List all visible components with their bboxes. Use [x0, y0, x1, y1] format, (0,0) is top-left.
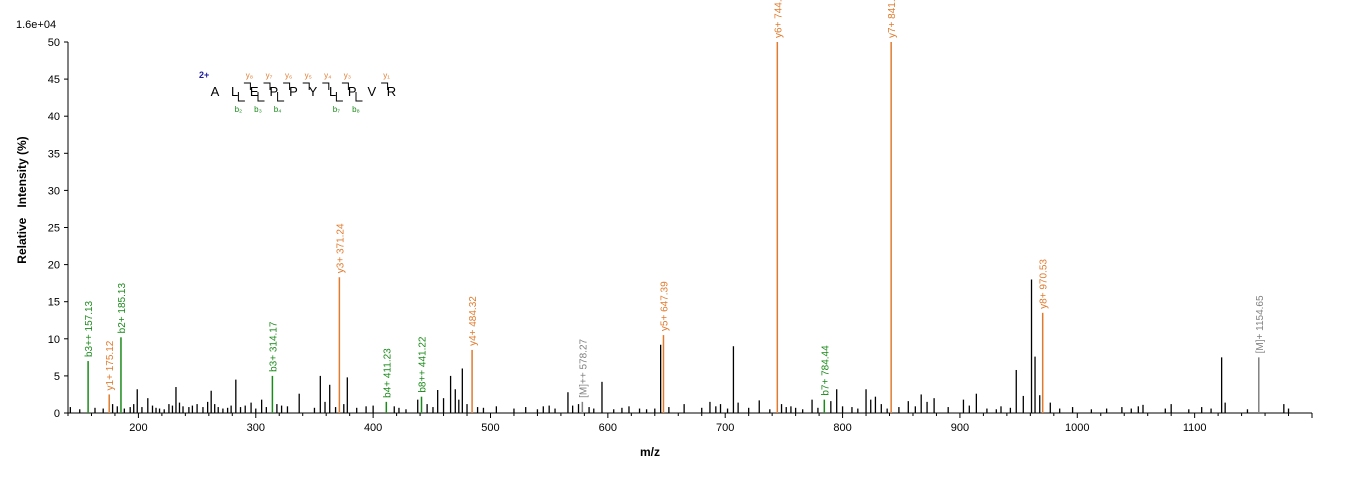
y-fragment-marker — [283, 82, 291, 90]
axes-layer: 0 5 10 15 20 25 30 35 40 45 50 200 300 400 500 600 700 80… — [48, 37, 1313, 434]
y-fragment-marker — [302, 82, 310, 90]
b-ion-label: b3+ 314.17 — [268, 321, 279, 372]
y-fragment-label: y₆ — [285, 71, 292, 80]
y-fragment-marker — [263, 82, 271, 90]
x-tick-label: 600 — [599, 422, 617, 434]
b-ion-label: b7+ 784.44 — [820, 345, 831, 396]
x-tick-label: 1100 — [1183, 422, 1207, 434]
y-tick-label: 0 — [54, 408, 60, 420]
y-fragment-label: y₁ — [383, 71, 390, 80]
y-tick-label: 20 — [48, 260, 60, 272]
y-fragment-marker — [243, 82, 251, 90]
b-ion-label: b8++ 441.22 — [418, 336, 429, 393]
b-fragment-label: b₂ — [235, 105, 243, 114]
x-tick-label: 900 — [951, 422, 969, 434]
residue-letter: Y — [309, 84, 318, 99]
y-tick-label: 15 — [48, 297, 60, 309]
b-fragment-marker — [237, 92, 245, 102]
b-fragment-label: b₄ — [274, 105, 282, 114]
y-fragment-label: y₃ — [344, 71, 351, 80]
residue-letter: L — [329, 84, 336, 99]
b-fragment-marker — [355, 92, 363, 102]
precursor-ion-label: [M]+ 1154.65 — [1255, 295, 1266, 353]
b-fragment-label: b₇ — [333, 105, 340, 114]
y-tick-label: 50 — [48, 37, 60, 49]
y-fragment-marker — [341, 82, 349, 90]
x-tick-label: 400 — [364, 422, 382, 434]
y-fragment-marker — [322, 82, 330, 90]
y-tick-label: 40 — [48, 111, 60, 123]
y-axis-title: Relative Intensity (%) — [15, 136, 29, 263]
y-tick-label: 10 — [48, 334, 60, 346]
precursor-ion-label: [M]++ 578.27 — [578, 339, 589, 398]
y-ion-label: y6+ 744.4 — [773, 0, 784, 38]
residue-letter: P — [269, 84, 278, 99]
y-ion-label: y8+ 970.53 — [1039, 259, 1050, 309]
y-ion-label: y4+ 484.32 — [468, 296, 479, 346]
residue-letter: E — [250, 84, 259, 99]
x-tick-label: 300 — [247, 422, 265, 434]
x-tick-label: 700 — [716, 422, 734, 434]
y-ion-label: y1+ 175.12 — [105, 340, 116, 390]
x-tick-label: 500 — [481, 422, 499, 434]
residue-letter: P — [348, 84, 357, 99]
y-ion-label: y5+ 647.39 — [659, 281, 670, 331]
residue-letter: L — [231, 84, 238, 99]
b-fragment-marker — [257, 92, 265, 102]
y-fragment-label: y₈ — [246, 71, 253, 80]
intensity-scale-label: 1.6e+04 — [16, 19, 56, 31]
y-fragment-marker — [381, 82, 389, 90]
residue-letter: P — [289, 84, 298, 99]
charge-state-label: 2+ — [199, 70, 209, 80]
y-fragment-label: y₇ — [266, 71, 273, 80]
y-tick-label: 25 — [48, 223, 60, 235]
x-tick-label: 200 — [129, 422, 147, 434]
residue-letter: V — [367, 84, 376, 99]
y-tick-label: 5 — [54, 371, 60, 383]
residue-letter: A — [211, 84, 220, 99]
b-fragment-marker — [277, 92, 285, 102]
y-ion-label: y7+ 841.4 — [887, 0, 898, 38]
b-ion-label: b4+ 411.23 — [382, 348, 393, 398]
b-ion-label: b2+ 185.13 — [117, 283, 128, 334]
y-tick-label: 45 — [48, 74, 60, 86]
y-fragment-label: y₄ — [324, 71, 331, 80]
b-ion-label: b3++ 157.13 — [84, 300, 95, 357]
residue-letter: R — [387, 84, 396, 99]
b-fragment-marker — [335, 92, 343, 102]
y-tick-label: 35 — [48, 148, 60, 160]
peaks-layer — [69, 42, 1290, 413]
b-fragment-label: b₈ — [352, 105, 360, 114]
x-tick-label: 1000 — [1065, 422, 1089, 434]
x-tick-label: 800 — [833, 422, 851, 434]
x-axis-title: m/z — [640, 445, 660, 459]
y-ion-label: y3+ 371.24 — [335, 223, 346, 273]
b-fragment-label: b₃ — [254, 105, 262, 114]
y-tick-label: 30 — [48, 185, 60, 197]
y-fragment-label: y₅ — [305, 71, 312, 80]
